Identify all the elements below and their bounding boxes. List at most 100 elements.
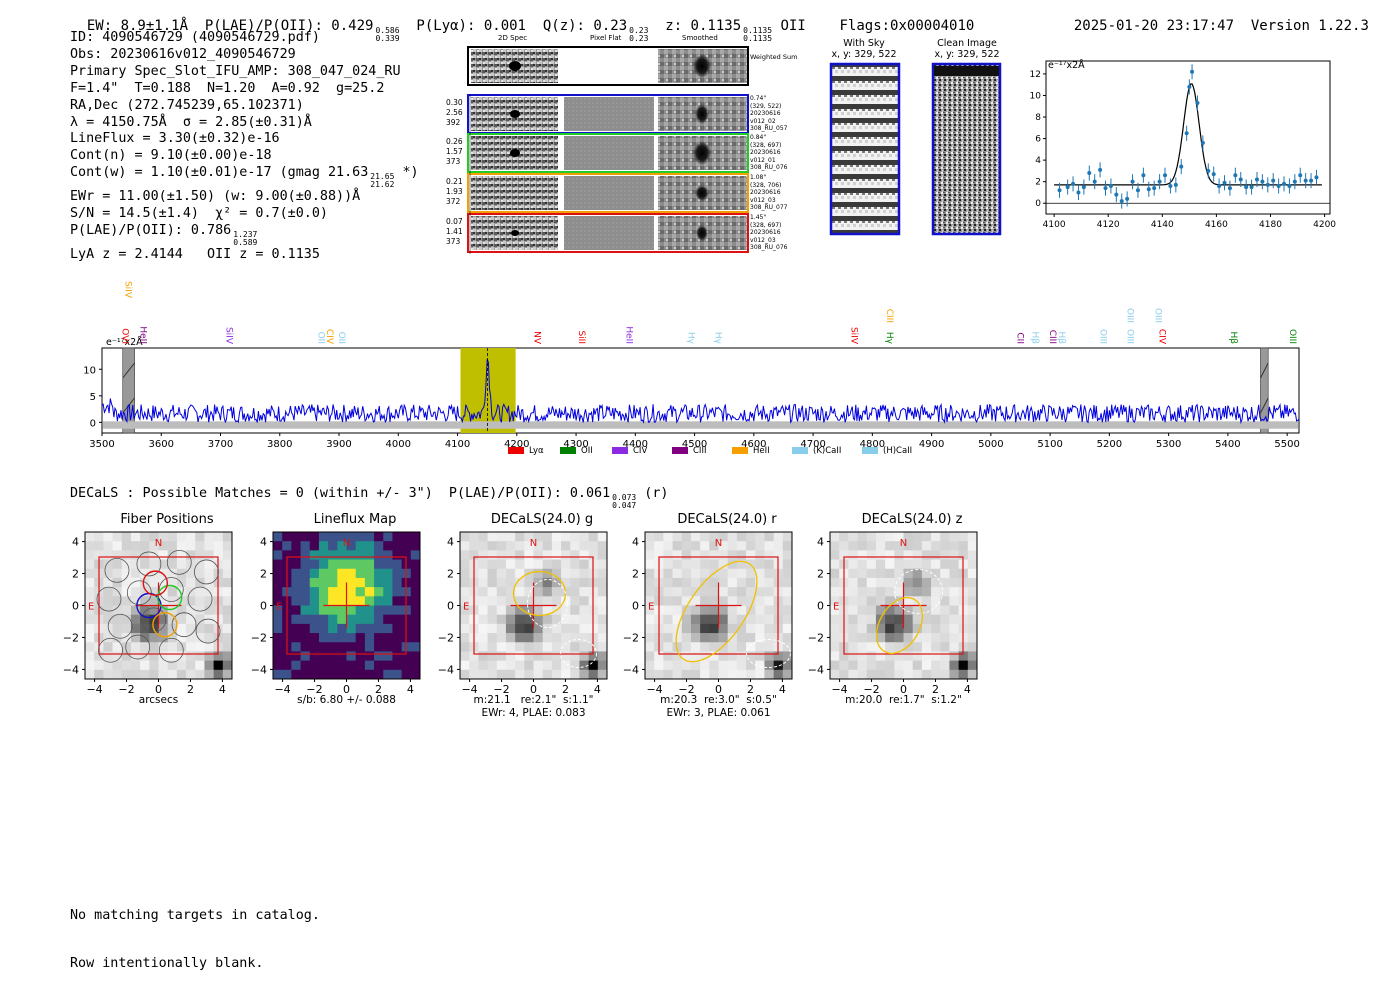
panel-xtick-label: −4 (274, 683, 290, 696)
zoom-unit: e⁻¹⁷x2Å (1048, 60, 1085, 71)
detection-info: ID: 4090546729 (4090546729.pdf) Obs: 202… (70, 30, 419, 264)
z-lo: 0.1135 (743, 34, 773, 43)
panel-ytick-label: −4 (63, 663, 79, 676)
panel-title: DECaLS(24.0) z (861, 512, 963, 527)
spec-legend-swatch (732, 447, 748, 454)
zoom-point (1076, 190, 1081, 195)
decals-summary: DECaLS : Possible Matches = 0 (within +/… (70, 486, 669, 510)
panel-image-svg: N E 4 2 0 −2 −4 −4 −2 0 2 4 (63, 531, 233, 696)
fiber-circle (126, 580, 152, 606)
fiber-circle (104, 557, 130, 583)
zoom-xtick-label: 4100 (1043, 220, 1066, 230)
spec-ytick-label: 10 (83, 365, 96, 376)
zoom-point (1114, 192, 1119, 197)
weighted-sum-label: Weighted Sum (750, 53, 798, 61)
panel-caption-1: arcsecs (138, 694, 179, 706)
spec-noise-band (103, 421, 1298, 429)
plya-value: P(Lyα): 0.001 (416, 18, 526, 34)
info-contn: Cont(n) = 9.10(±0.00)e-18 (70, 148, 272, 164)
panel-ytick-label: −4 (623, 663, 639, 676)
panel-ytick-label: 4 (72, 536, 79, 549)
panel-title: Lineflux Map (313, 512, 397, 527)
zoom-ytick-label: 4 (1035, 156, 1041, 166)
panel-ytick-label: 0 (260, 600, 267, 613)
panel-compass-e: E (463, 602, 469, 613)
spec-line-label: OIII (1097, 329, 1107, 344)
spec-line-label: Hγ (686, 332, 696, 345)
cutout-row-2-stat-2: 1.57 (446, 147, 463, 156)
zoom-point (1187, 84, 1192, 89)
zoom-point (1287, 183, 1292, 188)
spec-legend-label: (K)CaII (813, 446, 841, 456)
zoom-xtick-label: 4140 (1151, 220, 1174, 230)
spec-xtick-label: 3600 (149, 439, 174, 450)
spec-xtick-label: 4100 (445, 439, 470, 450)
panel-compass-n: N (530, 538, 537, 549)
panel-ytick-label: 2 (632, 568, 639, 581)
spec-ytick-label: 0 (90, 418, 96, 429)
panel-xtick-label: 4 (219, 683, 226, 696)
panel-aperture-box (843, 556, 964, 655)
spec-ytick-label: 5 (90, 392, 96, 403)
panel-ytick-label: −4 (438, 663, 454, 676)
panel-xtick-label: −4 (831, 683, 847, 696)
plae-header: P(LAE)/P(OII): 0.429 (204, 18, 374, 34)
panel-compass-n: N (715, 538, 722, 549)
spec-line-label: OIII (1125, 308, 1135, 323)
zoom-point (1163, 173, 1168, 178)
spec-line-label: SiIV (123, 281, 133, 299)
panel-xtick-label: 4 (594, 683, 601, 696)
panel-compass-n: N (900, 538, 907, 549)
spec-xtick-label: 4900 (919, 439, 944, 450)
panel-xtick-label: 0 (343, 683, 350, 696)
image-panel-2: Lineflux Map N E 4 2 0 −2 −4 −4 −2 0 2 4 s/b: 6.80 +/… (233, 512, 423, 722)
panel-ytick-label: −4 (808, 663, 824, 676)
zoom-point (1081, 185, 1086, 190)
zoom-point (1103, 186, 1108, 191)
zoom-xtick-label: 4200 (1313, 220, 1336, 230)
zoom-point (1184, 131, 1189, 136)
panel-xtick-label: 2 (932, 683, 939, 696)
panel-ytick-label: 0 (817, 600, 824, 613)
zoom-point (1309, 178, 1314, 183)
panel-compass-e: E (833, 602, 839, 613)
zoom-point (1195, 101, 1200, 106)
panel-xtick-label: 4 (407, 683, 414, 696)
footer-line2: Row intentionally blank. (70, 956, 264, 971)
info-plae-hi: 1.237 (233, 230, 258, 240)
spec-xtick-label: 5100 (1037, 439, 1062, 450)
decals-summary-hi: 0.073 (612, 493, 637, 502)
zoom-point (1168, 183, 1173, 188)
full-spectrum-svg: 3500 3600 3700 3800 3900 4000 4100 4200 4300 4400… (83, 281, 1300, 456)
panel-compass-e: E (648, 602, 654, 613)
panel-xtick-label: −4 (646, 683, 662, 696)
image-panel-3: DECaLS(24.0) g N E 4 2 0 −2 −4 −4 −2 0 2 4 m:21.1 re:… (420, 512, 610, 722)
zoom-point (1227, 186, 1232, 191)
spec-line-label: CIII (1047, 330, 1057, 344)
fiber-circle (141, 607, 167, 633)
fiber-circle (98, 637, 123, 663)
spec-xtick-label: 3500 (89, 439, 114, 450)
info-plae-lo: 0.589 (233, 238, 258, 248)
spec-line-label: Hγ (712, 332, 722, 345)
spec-unit-label: e⁻¹⁷x2Å (106, 336, 143, 348)
cutout-row-1-meta-2: (329, 522) (750, 102, 782, 110)
info-sn: S/N = 14.5(±1.4) χ² = 0.7(±0.0) (70, 206, 328, 222)
cutout-row-4-meta-3: 20230616 (750, 229, 781, 236)
info-contw: Cont(w) = 1.10(±0.01)e-17 (gmag 21.63 21.… (70, 165, 419, 189)
zoom-xtick-label: 4160 (1205, 220, 1228, 230)
spec-xtick-label: 3700 (208, 439, 233, 450)
zoom-point (1108, 183, 1113, 188)
plae-header-hi: 0.586 (375, 26, 400, 35)
image-panel-1: Fiber Positions N E 4 2 0 −2 −4 −4 −2 0 2 4 arcsecs (45, 512, 235, 722)
with-sky-xy: x, y: 329, 522 (831, 49, 897, 60)
panel-ytick-label: −2 (623, 631, 639, 644)
panel-ytick-label: 4 (260, 536, 267, 549)
spec-legend-label: Lyα (529, 446, 544, 456)
spec-legend-label: CIII (693, 446, 706, 456)
fiber-circle (195, 618, 221, 644)
zoom-point (1157, 179, 1162, 184)
spec-line-label: CIV (324, 329, 334, 345)
spec-legend-swatch (560, 447, 576, 454)
exposure-rows (467, 94, 749, 253)
